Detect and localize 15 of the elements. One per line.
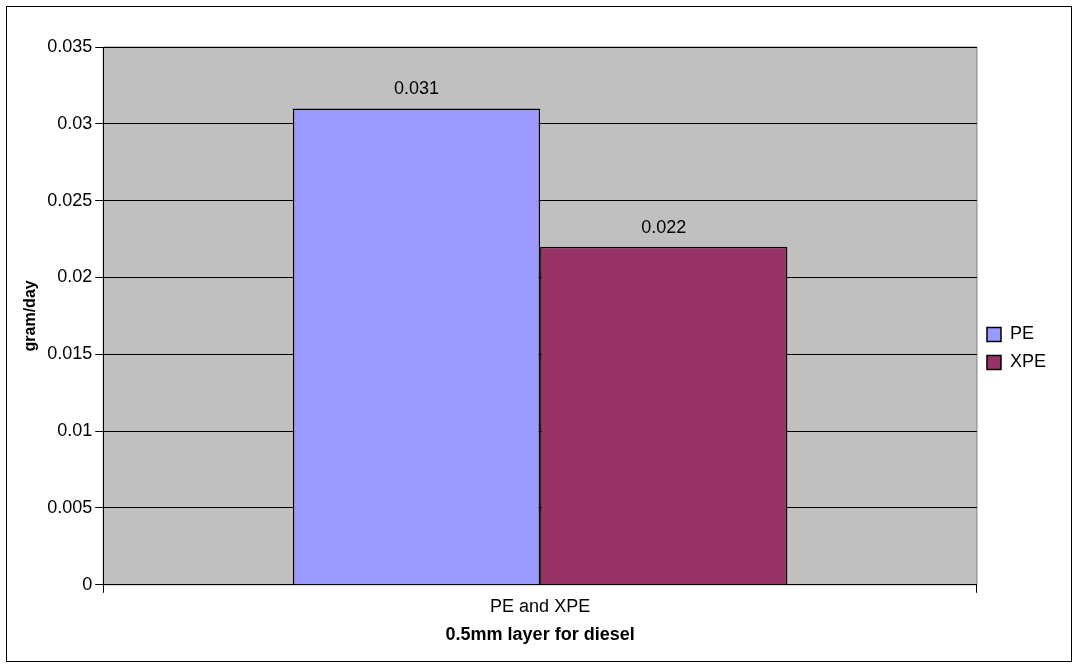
data-label: 0.031 [393, 78, 439, 99]
x-tick-label: PE and XPE [490, 595, 591, 616]
legend-label: XPE [1009, 351, 1047, 372]
y-tick-label: 0 [82, 573, 93, 594]
y-tick-label: 0.01 [57, 420, 93, 441]
legend-label: PE [1009, 323, 1034, 344]
y-tick-label: 0.015 [47, 343, 93, 364]
y-tick-label: 0.035 [47, 35, 93, 56]
y-tick-label: 0.005 [47, 496, 93, 517]
data-label: 0.022 [641, 216, 687, 237]
y-tick-label: 0.025 [47, 189, 93, 210]
x-axis-title: 0.5mm layer for diesel [445, 624, 635, 645]
y-tick-label: 0.02 [57, 266, 93, 287]
y-tick-label: 0.03 [57, 112, 93, 133]
y-axis-title: gram/day [21, 280, 39, 352]
